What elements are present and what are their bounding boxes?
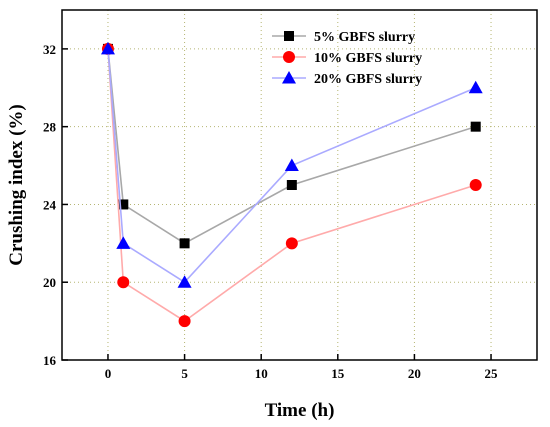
legend-marker bbox=[284, 31, 294, 41]
data-point bbox=[116, 236, 131, 249]
legend-item: 20% GBFS slurry bbox=[272, 71, 422, 87]
data-point bbox=[285, 237, 298, 250]
x-tick-label: 20 bbox=[408, 366, 421, 381]
legend-label: 5% GBFS slurry bbox=[314, 30, 415, 45]
data-point bbox=[286, 180, 297, 190]
data-point bbox=[469, 179, 482, 191]
series-10-gbfs-slurry bbox=[101, 42, 482, 328]
y-axis-title: Crushing index (%) bbox=[6, 104, 27, 266]
data-point bbox=[468, 80, 483, 94]
legend-item: 5% GBFS slurry bbox=[272, 30, 415, 45]
y-tick-label: 28 bbox=[43, 120, 57, 135]
data-point bbox=[100, 41, 115, 55]
y-tick-label: 24 bbox=[43, 197, 57, 212]
legend-label: 20% GBFS slurry bbox=[314, 72, 422, 87]
grid bbox=[62, 10, 537, 361]
data-point bbox=[178, 315, 191, 328]
y-tick-label: 20 bbox=[43, 275, 56, 290]
y-tick-label: 16 bbox=[43, 353, 57, 368]
x-tick-label: 25 bbox=[485, 366, 499, 381]
plot-frame bbox=[61, 9, 538, 361]
data-point bbox=[177, 275, 192, 288]
legend-item: 10% GBFS slurry bbox=[272, 51, 422, 66]
data-point bbox=[117, 276, 130, 289]
series-group bbox=[100, 41, 483, 328]
legend: 5% GBFS slurry 10% GBFS slurry 20% GBFS sl… bbox=[272, 30, 422, 87]
data-point bbox=[179, 238, 190, 249]
data-point bbox=[118, 199, 129, 210]
x-tick-label: 15 bbox=[331, 366, 345, 381]
series-5-gbfs-slurry bbox=[102, 43, 481, 249]
legend-marker bbox=[283, 51, 295, 63]
data-point bbox=[284, 158, 299, 172]
x-tick-label: 10 bbox=[255, 366, 268, 381]
y-tick-label: 32 bbox=[43, 42, 56, 57]
legend-marker bbox=[282, 71, 296, 84]
x-axis-title: Time (h) bbox=[265, 400, 335, 421]
x-tick-label: 5 bbox=[181, 366, 188, 381]
data-point bbox=[470, 121, 481, 132]
legend-label: 10% GBFS slurry bbox=[314, 51, 422, 66]
axis-ticks: 0 5 10 15 20 25 16 20 24 28 32 bbox=[43, 42, 498, 381]
series-20-gbfs-slurry bbox=[100, 41, 483, 288]
x-tick-label: 0 bbox=[105, 366, 112, 381]
